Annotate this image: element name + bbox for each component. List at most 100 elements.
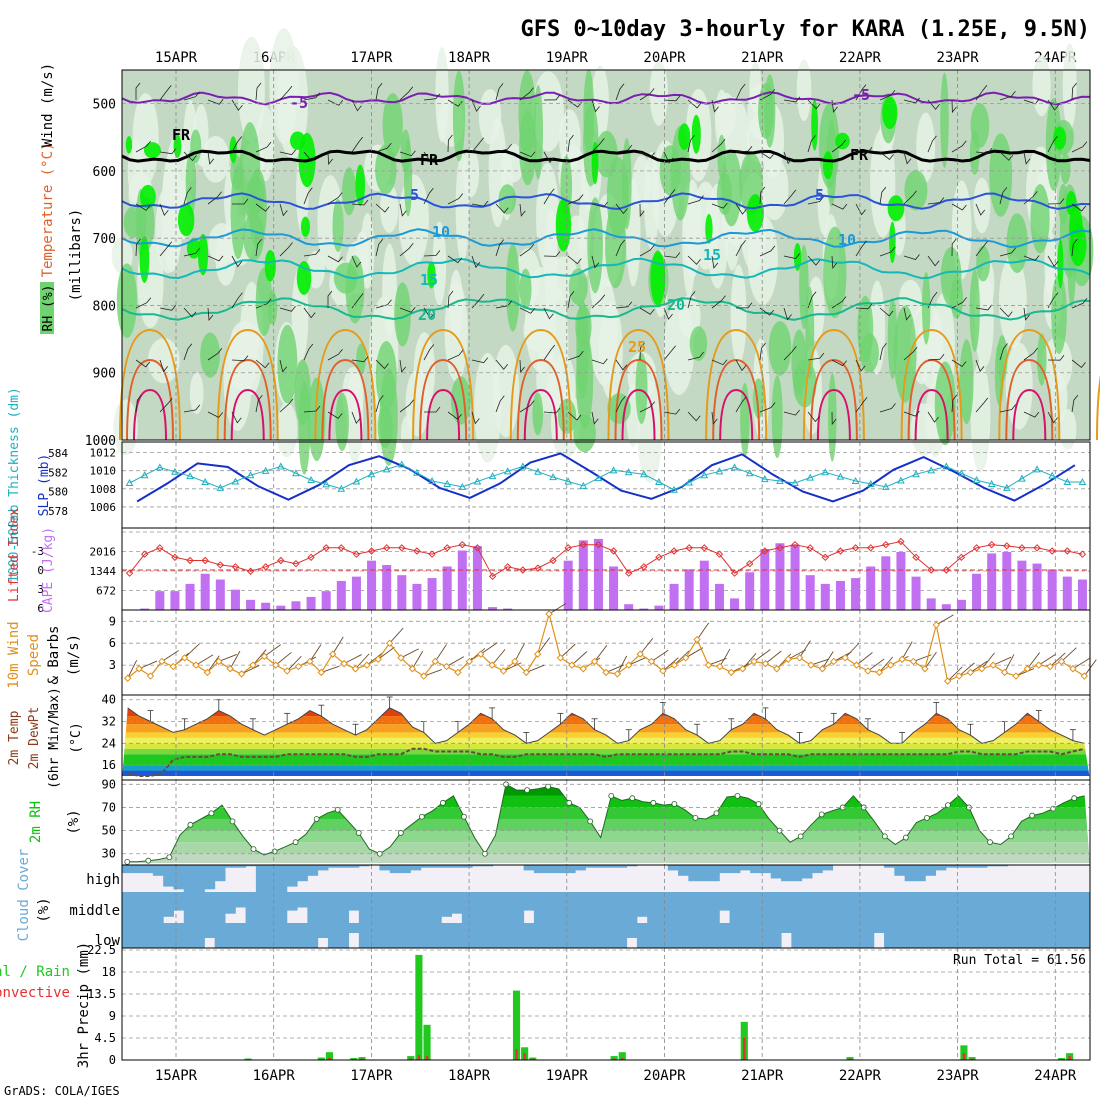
cloud-bar <box>245 923 257 948</box>
wind-barb <box>1071 298 1088 309</box>
cloud-bar <box>327 923 339 948</box>
wind-barb <box>423 151 436 163</box>
lifted-index-marker <box>428 550 436 558</box>
rh-dry-patch <box>1032 55 1051 117</box>
cape-bar <box>276 605 286 610</box>
thickness-marker <box>821 468 830 476</box>
rh-marker <box>418 813 425 820</box>
cloud-bar <box>420 892 432 923</box>
cloud-bar <box>194 892 205 923</box>
wind-speed-marker <box>864 667 872 675</box>
cape-bar <box>790 544 800 610</box>
wind-barb <box>207 191 222 205</box>
rh-dry-patch <box>237 36 265 143</box>
wind10m-panel: 3 6 9 10m Wind Speed & Barbs (m/s) <box>6 603 1097 696</box>
rh-marker <box>145 857 152 864</box>
cloud-bar <box>750 892 761 923</box>
wind-speed-marker <box>123 674 132 682</box>
lifted-index-axis-label: Lifted Index <box>7 508 22 602</box>
rh-saturated-patch <box>650 250 666 306</box>
thickness-tick-label: 580 <box>48 486 68 499</box>
cloud-bar <box>760 923 772 948</box>
wind-barb <box>519 151 536 158</box>
wind-barb <box>423 187 434 205</box>
lifted-index-marker <box>866 544 875 552</box>
lifted-index-marker <box>715 550 724 558</box>
lifted-index-marker <box>458 540 467 549</box>
wind-barb <box>975 397 989 413</box>
cloud-bar <box>914 892 926 923</box>
rh-marker <box>1029 812 1036 819</box>
pressure-tick-label: 700 <box>93 232 116 247</box>
cloud-bar <box>338 865 350 868</box>
cloud-bar <box>420 865 432 868</box>
warm-contour-line <box>426 388 461 441</box>
wind-speed-marker <box>738 665 747 673</box>
pressure-tick-label: 500 <box>93 98 116 113</box>
cloud-bar <box>698 865 710 882</box>
wind-speed-marker <box>898 655 906 663</box>
wind-barb <box>303 307 316 319</box>
wind-barb <box>229 650 241 669</box>
rh-moist-patch <box>239 122 261 218</box>
cloud-bar <box>688 865 700 882</box>
thickness-marker <box>791 478 799 486</box>
lifted-index-marker <box>352 550 361 558</box>
wind-barb <box>207 411 224 418</box>
wind-barb <box>183 307 197 318</box>
lifted-index-marker <box>972 544 981 552</box>
date-tick-label: 16APR <box>253 1068 296 1084</box>
cape-bar <box>578 540 588 610</box>
wind-barb <box>807 99 821 110</box>
cloud-bar <box>523 892 535 911</box>
warm-contour-line <box>914 388 949 441</box>
wind-barb <box>275 651 292 666</box>
cloud-axis-label: Cloud Cover <box>16 849 32 942</box>
wind-barb <box>711 295 726 309</box>
wind-barb <box>543 251 561 257</box>
wind-speed-marker <box>841 654 849 662</box>
wind-barb <box>375 82 383 101</box>
cloud-level-label: middle <box>69 903 120 919</box>
wind-barb <box>543 188 555 205</box>
cloud-bar <box>430 923 442 948</box>
thickness-marker <box>352 477 361 485</box>
rh-marker <box>355 830 362 836</box>
cloud-bar <box>873 923 885 933</box>
rh2m-axis-label: 2m RH <box>28 801 44 843</box>
wind-barb <box>879 151 894 160</box>
cloud-bar <box>544 892 556 923</box>
lifted-index-marker <box>927 566 935 574</box>
rh-saturated-patch <box>678 123 691 151</box>
li-tick-label: 3 <box>37 583 44 596</box>
panel-frame <box>121 947 1091 1061</box>
date-tick-label: 19APR <box>546 50 589 66</box>
cloud-bar <box>1079 892 1091 923</box>
contour-label: FR <box>172 126 191 144</box>
cloud-bar <box>276 892 288 923</box>
warm-contour-line <box>1005 358 1054 441</box>
cloud-bar <box>152 923 164 948</box>
wind-barb <box>389 627 404 644</box>
wind-barb <box>351 255 362 268</box>
cloud-bar <box>811 865 823 874</box>
precip-convective-bar <box>328 1057 331 1060</box>
cloud-bar <box>533 892 545 923</box>
wind-barb <box>195 654 214 666</box>
wind-speed-marker <box>602 668 610 677</box>
wind-axis-label-1: 10m Wind <box>6 621 22 688</box>
wind-barb <box>759 402 776 413</box>
wind-barb <box>447 411 462 420</box>
cloud-bar <box>657 892 669 923</box>
thickness-marker <box>261 466 270 474</box>
wind-barb <box>571 651 588 666</box>
pressure-tick-label: 1000 <box>85 434 116 449</box>
warm-contour-line <box>809 358 858 441</box>
wind-barb <box>951 394 958 413</box>
rh-moist-patch <box>721 150 742 227</box>
wind-speed-marker <box>636 650 644 658</box>
cloud-bar <box>729 892 741 923</box>
thickness-marker <box>564 477 573 485</box>
rh-saturated-patch <box>139 236 150 283</box>
rh-marker <box>208 810 215 817</box>
